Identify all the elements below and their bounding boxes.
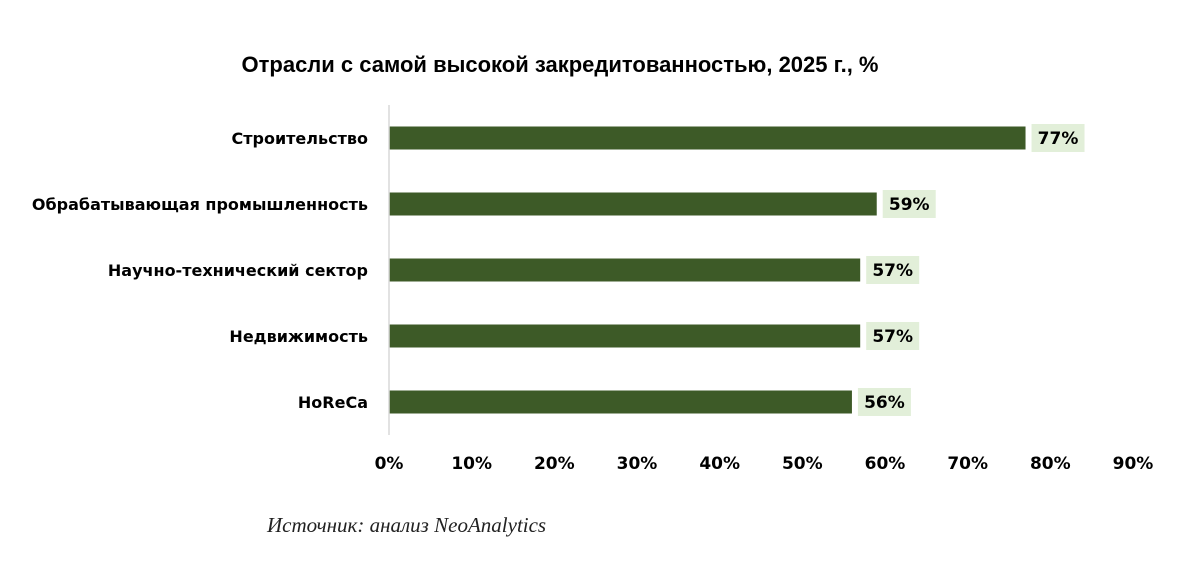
bar [389, 324, 861, 348]
bar [389, 192, 877, 216]
data-label: 59% [882, 190, 936, 218]
bar [389, 126, 1026, 150]
x-tick-label: 0% [375, 454, 404, 474]
x-tick-label: 90% [1113, 454, 1154, 474]
category-labels-layer: Строительство Обрабатывающая промышленнос… [32, 129, 368, 412]
data-label-background [857, 388, 911, 416]
data-label: 57% [866, 322, 920, 350]
data-labels-layer: 77% 59% 57% 57% 56% [857, 124, 1085, 416]
x-tick-label: 10% [451, 454, 492, 474]
data-label-background [866, 322, 920, 350]
x-tick-label: 60% [865, 454, 906, 474]
source-note: Источник: анализ NeoAnalytics [267, 513, 547, 537]
data-label-background [1031, 124, 1085, 152]
data-label-background [882, 190, 936, 218]
bar [389, 258, 861, 282]
data-label: 56% [857, 388, 911, 416]
x-tick-label: 20% [534, 454, 575, 474]
x-axis-ticks-layer: 0% 10% 20% 30% 40% 50% 60% 70% 80% 90% [375, 454, 1154, 474]
data-label: 77% [1031, 124, 1085, 152]
data-label: 57% [866, 256, 920, 284]
x-tick-label: 70% [947, 454, 988, 474]
bars-layer [389, 126, 1026, 414]
category-label: Недвижимость [229, 327, 368, 346]
x-tick-label: 40% [699, 454, 740, 474]
data-label-text: 57% [872, 261, 913, 281]
data-label-background [866, 256, 920, 284]
category-label: Строительство [231, 129, 368, 148]
category-label: Научно-технический сектор [108, 261, 368, 280]
data-label-text: 57% [872, 327, 913, 347]
x-tick-label: 80% [1030, 454, 1071, 474]
data-label-text: 56% [864, 393, 905, 413]
category-label: Обрабатывающая промышленность [32, 195, 368, 214]
data-label-text: 59% [889, 195, 930, 215]
bar [389, 390, 852, 414]
x-tick-label: 50% [782, 454, 823, 474]
chart-title: Отрасли с самой высокой закредитованност… [241, 52, 879, 77]
x-tick-label: 30% [617, 454, 658, 474]
data-label-text: 77% [1038, 129, 1079, 149]
category-label: HoReCa [298, 393, 368, 412]
